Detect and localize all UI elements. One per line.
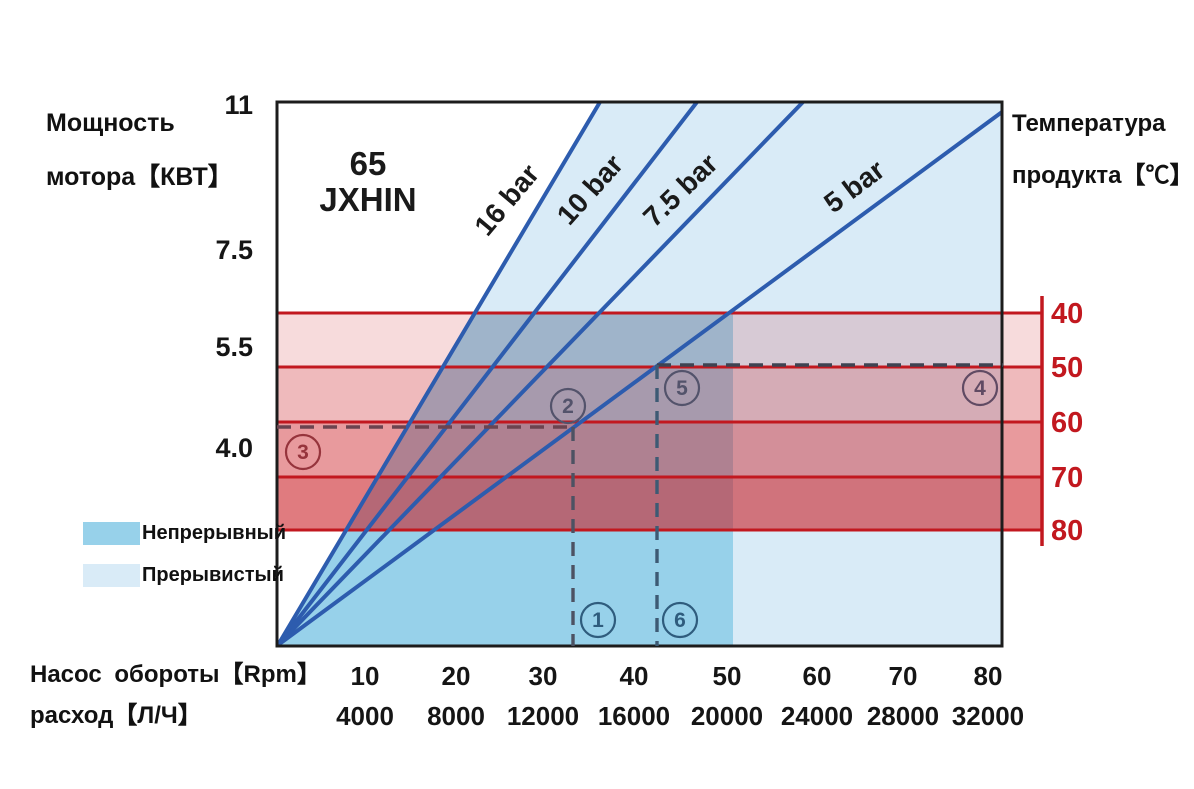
legend-swatch-intermittent [83, 563, 140, 587]
x-tick-rpm-70: 70 [889, 661, 918, 691]
x-tick-rpm-60: 60 [803, 661, 832, 691]
x-axis-title: Насос обороты【Rpm】 расход【Л/Ч】 [30, 654, 321, 736]
x-tick-rpm-20: 20 [442, 661, 471, 691]
pressure-lines-group [277, 102, 1002, 646]
x-tick-flow-32000: 32000 [952, 701, 1024, 731]
x-tick-rpm-80: 80 [974, 661, 1003, 691]
legend-label-continuous: Непрерывный [142, 521, 287, 544]
legend: Непрерывный Прерывистый [83, 521, 286, 605]
y-tick-5.5: 5.5 [215, 332, 253, 362]
operating-point-marker-3: 3 [284, 433, 322, 471]
pressure-line-5-bar [277, 110, 1002, 646]
x-tick-rpm-50: 50 [713, 661, 742, 691]
y-axis-title: Мощность мотора【КВТ】 [46, 96, 233, 204]
chart-title-model-size: 65 [349, 145, 387, 182]
marker-number-6: 6 [674, 609, 686, 632]
temp-tick-80: 80 [1051, 515, 1083, 547]
pressure-line-7.5-bar [277, 102, 805, 646]
y-axis-title-line1: Мощность [46, 109, 175, 137]
marker-circle-5 [663, 369, 701, 407]
x-tick-rpm-40: 40 [620, 661, 649, 691]
marker-circle-4 [961, 369, 999, 407]
marker-number-3: 3 [297, 441, 309, 464]
legend-swatch-continuous [83, 521, 140, 545]
marker-number-4: 4 [974, 377, 986, 400]
x-tick-flow-28000: 28000 [867, 701, 939, 731]
pressure-line-16-bar [277, 102, 602, 646]
x-tick-flow-4000: 4000 [336, 701, 394, 731]
temp-tick-70: 70 [1051, 462, 1083, 494]
chart-title: 65 JXHIN [288, 146, 448, 218]
chart-title-model-name: JXHIN [319, 181, 417, 218]
operating-point-marker-4: 4 [961, 369, 999, 407]
x-tick-flow-12000: 12000 [507, 701, 579, 731]
x-tick-flow-8000: 8000 [427, 701, 485, 731]
temp-band-50-60 [277, 367, 1042, 422]
x-tick-rpm-30: 30 [529, 661, 558, 691]
x-tick-rpm-10: 10 [351, 661, 380, 691]
marker-number-1: 1 [592, 609, 604, 632]
marker-circle-2 [549, 387, 587, 425]
legend-label-intermittent: Прерывистый [142, 563, 284, 586]
x-axis-title-line2: расход【Л/Ч】 [30, 702, 202, 729]
y-tick-11: 11 [224, 90, 253, 120]
operating-point-marker-5: 5 [663, 369, 701, 407]
x-tick-flow-20000: 20000 [691, 701, 763, 731]
legend-item-continuous: Непрерывный [83, 521, 286, 545]
marker-circle-3 [284, 433, 322, 471]
marker-circle-1 [579, 601, 617, 639]
temp-axis-title: Температура продукта【℃】 [1012, 98, 1194, 202]
legend-item-intermittent: Прерывистый [83, 563, 286, 587]
operating-point-marker-1: 1 [579, 601, 617, 639]
marker-number-2: 2 [562, 395, 574, 418]
temp-band-70-80 [277, 477, 1042, 530]
x-tick-flow-16000: 16000 [598, 701, 670, 731]
y-tick-7.5: 7.5 [215, 235, 253, 265]
temp-axis-title-line1: Температура [1012, 110, 1166, 137]
marker-number-5: 5 [676, 377, 688, 400]
plot-border [275, 100, 1004, 648]
operating-point-marker-6: 6 [661, 601, 699, 639]
temp-tick-60: 60 [1051, 407, 1083, 439]
y-axis-title-line2: мотора【КВТ】 [46, 163, 233, 191]
temp-tick-40: 40 [1051, 298, 1083, 330]
operating-point-marker-2: 2 [549, 387, 587, 425]
marker-circle-6 [661, 601, 699, 639]
y-tick-4.0: 4.0 [215, 433, 253, 463]
temp-tick-50: 50 [1051, 352, 1083, 384]
temp-axis-title-line2: продукта【℃】 [1012, 162, 1194, 189]
pressure-line-10-bar [277, 102, 699, 646]
x-tick-flow-24000: 24000 [781, 701, 853, 731]
temp-band-40-50 [277, 313, 1042, 367]
x-axis-title-line1: Насос обороты【Rpm】 [30, 661, 321, 688]
